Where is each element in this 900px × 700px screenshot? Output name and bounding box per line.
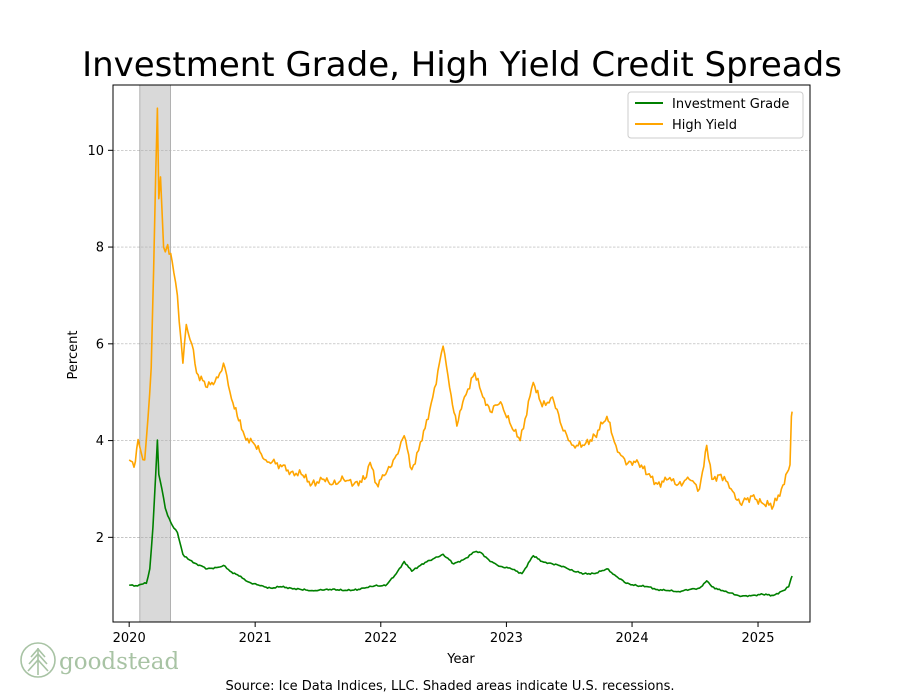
logo-wordmark: goodstead — [59, 649, 178, 675]
y-tick-label: 6 — [96, 337, 104, 352]
series-line-high-yield — [128, 107, 793, 510]
y-tick-label: 2 — [96, 531, 104, 546]
y-tick-label: 10 — [87, 144, 104, 159]
chart-title: Investment Grade, High Yield Credit Spre… — [82, 45, 842, 85]
x-tick-label: 2022 — [364, 631, 397, 646]
legend-box — [627, 91, 804, 139]
x-tick-label: 2023 — [490, 631, 523, 646]
legend: Investment Grade High Yield — [627, 91, 804, 139]
x-tick-label: 2021 — [239, 631, 272, 646]
gridlines — [113, 149, 810, 538]
source-caption: Source: Ice Data Indices, LLC. Shaded ar… — [225, 679, 675, 694]
series-lines — [128, 107, 793, 598]
y-axis: 2 4 6 8 10 — [87, 144, 113, 546]
legend-label-high-yield: High Yield — [672, 118, 737, 133]
x-axis-label: Year — [446, 652, 475, 667]
goodstead-logo: goodstead — [20, 642, 178, 678]
y-tick-label: 4 — [96, 434, 104, 449]
tree-icon — [20, 642, 56, 678]
y-tick-label: 8 — [96, 241, 104, 256]
x-tick-label: 2025 — [741, 631, 774, 646]
x-axis: 2020 2021 2022 2023 2024 2025 — [113, 622, 775, 646]
plot-frame — [112, 84, 811, 623]
y-axis-label: Percent — [66, 331, 81, 380]
legend-label-investment-grade: Investment Grade — [672, 97, 789, 112]
x-tick-label: 2024 — [616, 631, 649, 646]
series-line-investment-grade — [129, 439, 793, 598]
x-tick-label: 2020 — [113, 631, 146, 646]
